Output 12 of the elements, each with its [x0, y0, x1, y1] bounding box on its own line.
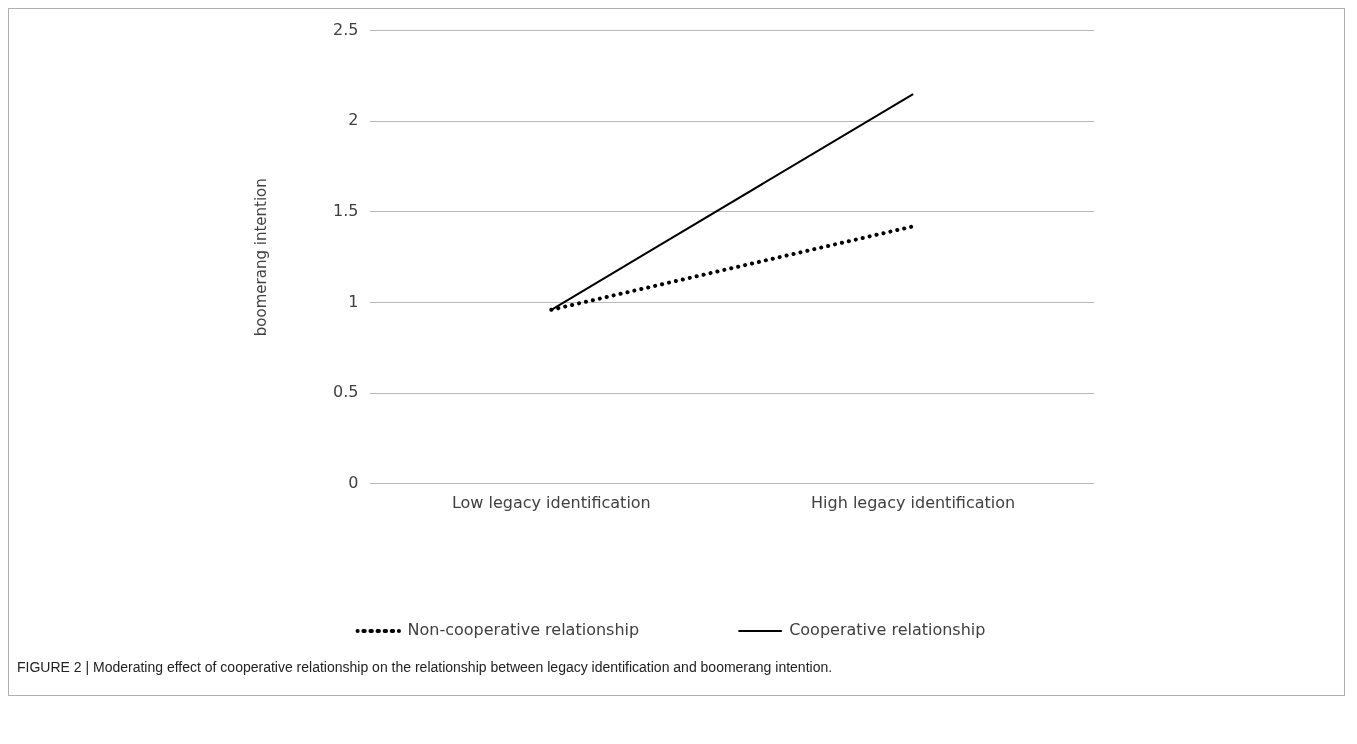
legend-label: Non-cooperative relationship: [407, 620, 640, 640]
y-tick-label: 0.5: [332, 382, 359, 402]
y-tick-label: 2.5: [332, 19, 359, 39]
y-tick-label: 2: [348, 110, 359, 130]
legend-label: Cooperative relationship: [789, 620, 986, 640]
y-tick-label: 0: [348, 472, 359, 492]
x-tick-label: High legacy identification: [811, 492, 1016, 512]
y-axis-title: boomerang intention: [251, 178, 270, 337]
y-tick-label: 1.5: [332, 201, 359, 221]
x-tick-label: Low legacy identification: [451, 492, 651, 512]
caption: FIGURE 2 | Moderating effect of cooperative relationship on the relationship between legacy identification and boomerang intention.: [16, 658, 834, 677]
y-tick-label: 1: [348, 291, 359, 311]
